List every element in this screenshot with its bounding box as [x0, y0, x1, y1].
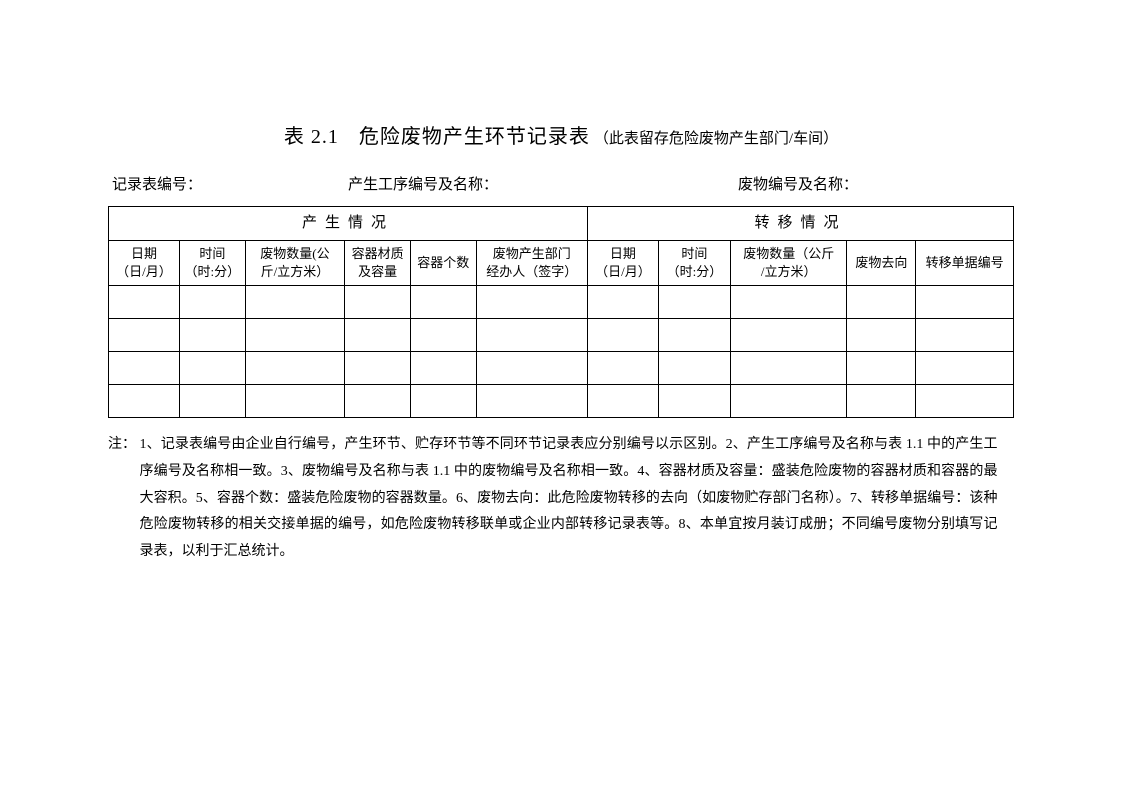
table-cell [245, 352, 345, 385]
col-trans-date: 日期（日/月） [587, 241, 658, 286]
col-transfer-doc-no: 转移单据编号 [916, 241, 1014, 286]
table-cell [345, 286, 411, 319]
table-cell [916, 319, 1014, 352]
col-prod-qty: 废物数量(公斤/立方米） [245, 241, 345, 286]
group-header-production: 产生情况 [109, 207, 588, 241]
col-destination: 废物去向 [847, 241, 916, 286]
record-table: 产生情况 转移情况 日期（日/月） 时间（时:分） 废物数量(公斤/立方米） 容… [108, 206, 1014, 418]
table-cell [476, 286, 587, 319]
table-cell [916, 286, 1014, 319]
page-title: 表 2.1 危险废物产生环节记录表 （此表留存危险废物产生部门/车间） [108, 120, 1014, 149]
table-cell [410, 352, 476, 385]
table-cell [658, 352, 730, 385]
col-container-material: 容器材质及容量 [345, 241, 411, 286]
table-cell [730, 319, 847, 352]
col-trans-qty: 废物数量（公斤/立方米） [730, 241, 847, 286]
table-cell [410, 319, 476, 352]
footnote-text: 1、记录表编号由企业自行编号，产生环节、贮存环节等不同环节记录表应分别编号以示区… [140, 432, 998, 565]
table-cell [847, 286, 916, 319]
table-cell [109, 352, 180, 385]
col-handler: 废物产生部门经办人（签字） [476, 241, 587, 286]
table-cell [109, 385, 180, 418]
waste-no-label: 废物编号及名称： [738, 173, 1010, 194]
table-row [109, 319, 1014, 352]
table-cell [587, 385, 658, 418]
title-sub: （此表留存危险废物产生部门/车间） [594, 131, 838, 147]
table-cell [730, 385, 847, 418]
table-cell [476, 352, 587, 385]
table-cell [179, 319, 245, 352]
table-cell [109, 286, 180, 319]
footnote-label: 注： [108, 432, 136, 459]
table-cell [916, 352, 1014, 385]
table-cell [730, 286, 847, 319]
table-cell [410, 385, 476, 418]
col-prod-date: 日期（日/月） [109, 241, 180, 286]
table-cell [847, 319, 916, 352]
col-trans-time: 时间（时:分） [658, 241, 730, 286]
table-cell [587, 352, 658, 385]
table-row [109, 286, 1014, 319]
table-cell [476, 385, 587, 418]
table-cell [179, 385, 245, 418]
table-row [109, 352, 1014, 385]
table-cell [658, 319, 730, 352]
table-cell [179, 286, 245, 319]
table-cell [658, 385, 730, 418]
table-cell [179, 352, 245, 385]
col-container-count: 容器个数 [410, 241, 476, 286]
table-cell [730, 352, 847, 385]
table-cell [410, 286, 476, 319]
title-main [343, 126, 355, 148]
title-text: 危险废物产生环节记录表 [359, 126, 590, 148]
table-cell [109, 319, 180, 352]
title-number: 表 2.1 [284, 126, 339, 148]
table-cell [345, 319, 411, 352]
group-header-transfer: 转移情况 [587, 207, 1013, 241]
col-prod-time: 时间（时:分） [179, 241, 245, 286]
table-cell [245, 385, 345, 418]
table-cell [658, 286, 730, 319]
table-cell [847, 352, 916, 385]
table-cell [587, 319, 658, 352]
table-row [109, 385, 1014, 418]
table-cell [345, 352, 411, 385]
record-no-label: 记录表编号： [112, 173, 348, 194]
footnote: 注： 1、记录表编号由企业自行编号，产生环节、贮存环节等不同环节记录表应分别编号… [108, 432, 1014, 565]
table-cell [245, 286, 345, 319]
table-cell [916, 385, 1014, 418]
table-cell [245, 319, 345, 352]
process-no-label: 产生工序编号及名称： [348, 173, 738, 194]
table-cell [847, 385, 916, 418]
table-cell [345, 385, 411, 418]
table-cell [587, 286, 658, 319]
meta-row: 记录表编号： 产生工序编号及名称： 废物编号及名称： [108, 173, 1014, 194]
table-cell [476, 319, 587, 352]
